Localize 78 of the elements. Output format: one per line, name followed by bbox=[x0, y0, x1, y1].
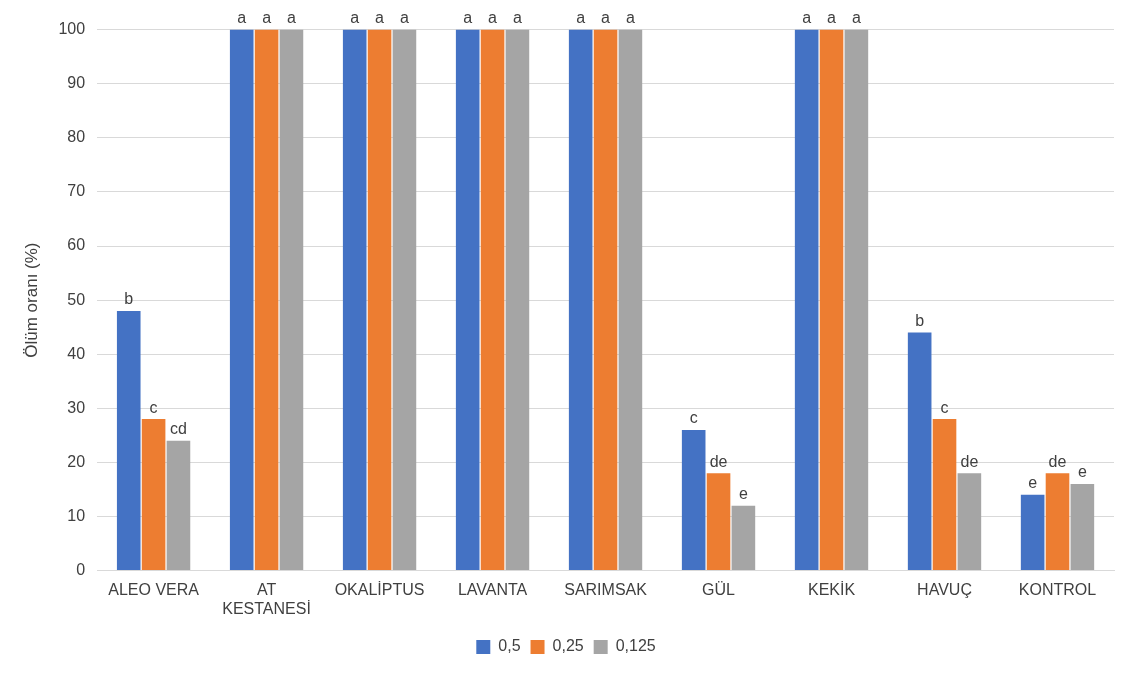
data-label: a bbox=[399, 9, 409, 27]
data-label: b bbox=[915, 311, 925, 329]
data-label: cd bbox=[169, 420, 187, 438]
y-tick-label: 90 bbox=[67, 74, 86, 92]
y-tick-label: 20 bbox=[67, 452, 86, 470]
data-label: de bbox=[709, 452, 728, 470]
bar bbox=[505, 29, 530, 571]
x-tick-label: LAVANTA bbox=[457, 580, 528, 598]
legend-label: 0,25 bbox=[552, 637, 584, 655]
data-label: de bbox=[1048, 452, 1067, 470]
y-tick-label: 80 bbox=[67, 128, 86, 146]
data-label: e bbox=[1028, 474, 1038, 492]
bar bbox=[957, 473, 982, 571]
bar bbox=[480, 29, 505, 571]
bar bbox=[819, 29, 844, 571]
data-label: a bbox=[512, 9, 522, 27]
data-label: e bbox=[738, 485, 748, 503]
legend-label: 0,125 bbox=[615, 637, 656, 655]
y-tick-label: 40 bbox=[67, 344, 86, 362]
data-label: a bbox=[286, 9, 296, 27]
bar bbox=[731, 505, 756, 571]
data-label: b bbox=[124, 290, 134, 308]
x-tick-label: AT KESTANESİ bbox=[222, 580, 311, 617]
y-tick-label: 10 bbox=[67, 506, 86, 524]
x-tick-label: KEKİK bbox=[807, 579, 856, 598]
y-axis-title: Ölüm oranı (%) bbox=[21, 242, 41, 358]
x-tick-label: SARIMSAK bbox=[564, 580, 648, 598]
data-label: a bbox=[488, 9, 498, 27]
y-tick-label: 30 bbox=[67, 398, 86, 416]
y-tick-label: 100 bbox=[58, 20, 86, 38]
data-label: a bbox=[463, 9, 473, 27]
data-label: a bbox=[802, 9, 812, 27]
y-tick-label: 60 bbox=[67, 236, 86, 254]
y-tick-label: 0 bbox=[76, 561, 86, 579]
bar bbox=[568, 29, 593, 571]
bar bbox=[392, 29, 417, 571]
bar bbox=[1045, 473, 1070, 571]
data-label: a bbox=[350, 9, 360, 27]
data-label: a bbox=[851, 9, 861, 27]
bar bbox=[367, 29, 392, 571]
x-tick-label: HAVUÇ bbox=[917, 580, 972, 598]
data-label: a bbox=[625, 9, 635, 27]
bar bbox=[681, 429, 706, 571]
data-label: a bbox=[576, 9, 586, 27]
bar bbox=[279, 29, 304, 571]
bar bbox=[844, 29, 869, 571]
bar bbox=[593, 29, 618, 571]
data-label: c bbox=[689, 409, 698, 427]
x-tick-label: ALEO VERA bbox=[108, 580, 200, 598]
data-label: e bbox=[1077, 463, 1087, 481]
data-label: a bbox=[237, 9, 247, 27]
y-tick-label: 50 bbox=[67, 290, 86, 308]
data-label: c bbox=[149, 398, 158, 416]
bar bbox=[229, 29, 254, 571]
bar bbox=[455, 29, 480, 571]
x-tick-label: OKALİPTUS bbox=[334, 579, 425, 598]
data-label: a bbox=[262, 9, 272, 27]
y-tick-label: 70 bbox=[67, 182, 86, 200]
bar bbox=[1070, 484, 1095, 571]
data-label: a bbox=[375, 9, 385, 27]
x-tick-label: KONTROL bbox=[1018, 580, 1097, 598]
data-label: a bbox=[601, 9, 611, 27]
bar bbox=[618, 29, 643, 571]
bar bbox=[907, 332, 932, 571]
bar bbox=[116, 310, 141, 571]
bar bbox=[254, 29, 279, 571]
legend-label: 0,5 bbox=[498, 637, 521, 655]
data-label: de bbox=[960, 452, 979, 470]
data-label: a bbox=[827, 9, 837, 27]
data-label: c bbox=[940, 398, 949, 416]
x-tick-label: GÜL bbox=[702, 580, 736, 598]
bar bbox=[342, 29, 367, 571]
bar bbox=[166, 440, 191, 571]
bar bbox=[932, 419, 957, 571]
bar bbox=[141, 419, 166, 571]
bar bbox=[1020, 494, 1045, 571]
bar bbox=[706, 473, 731, 571]
bar bbox=[794, 29, 819, 571]
